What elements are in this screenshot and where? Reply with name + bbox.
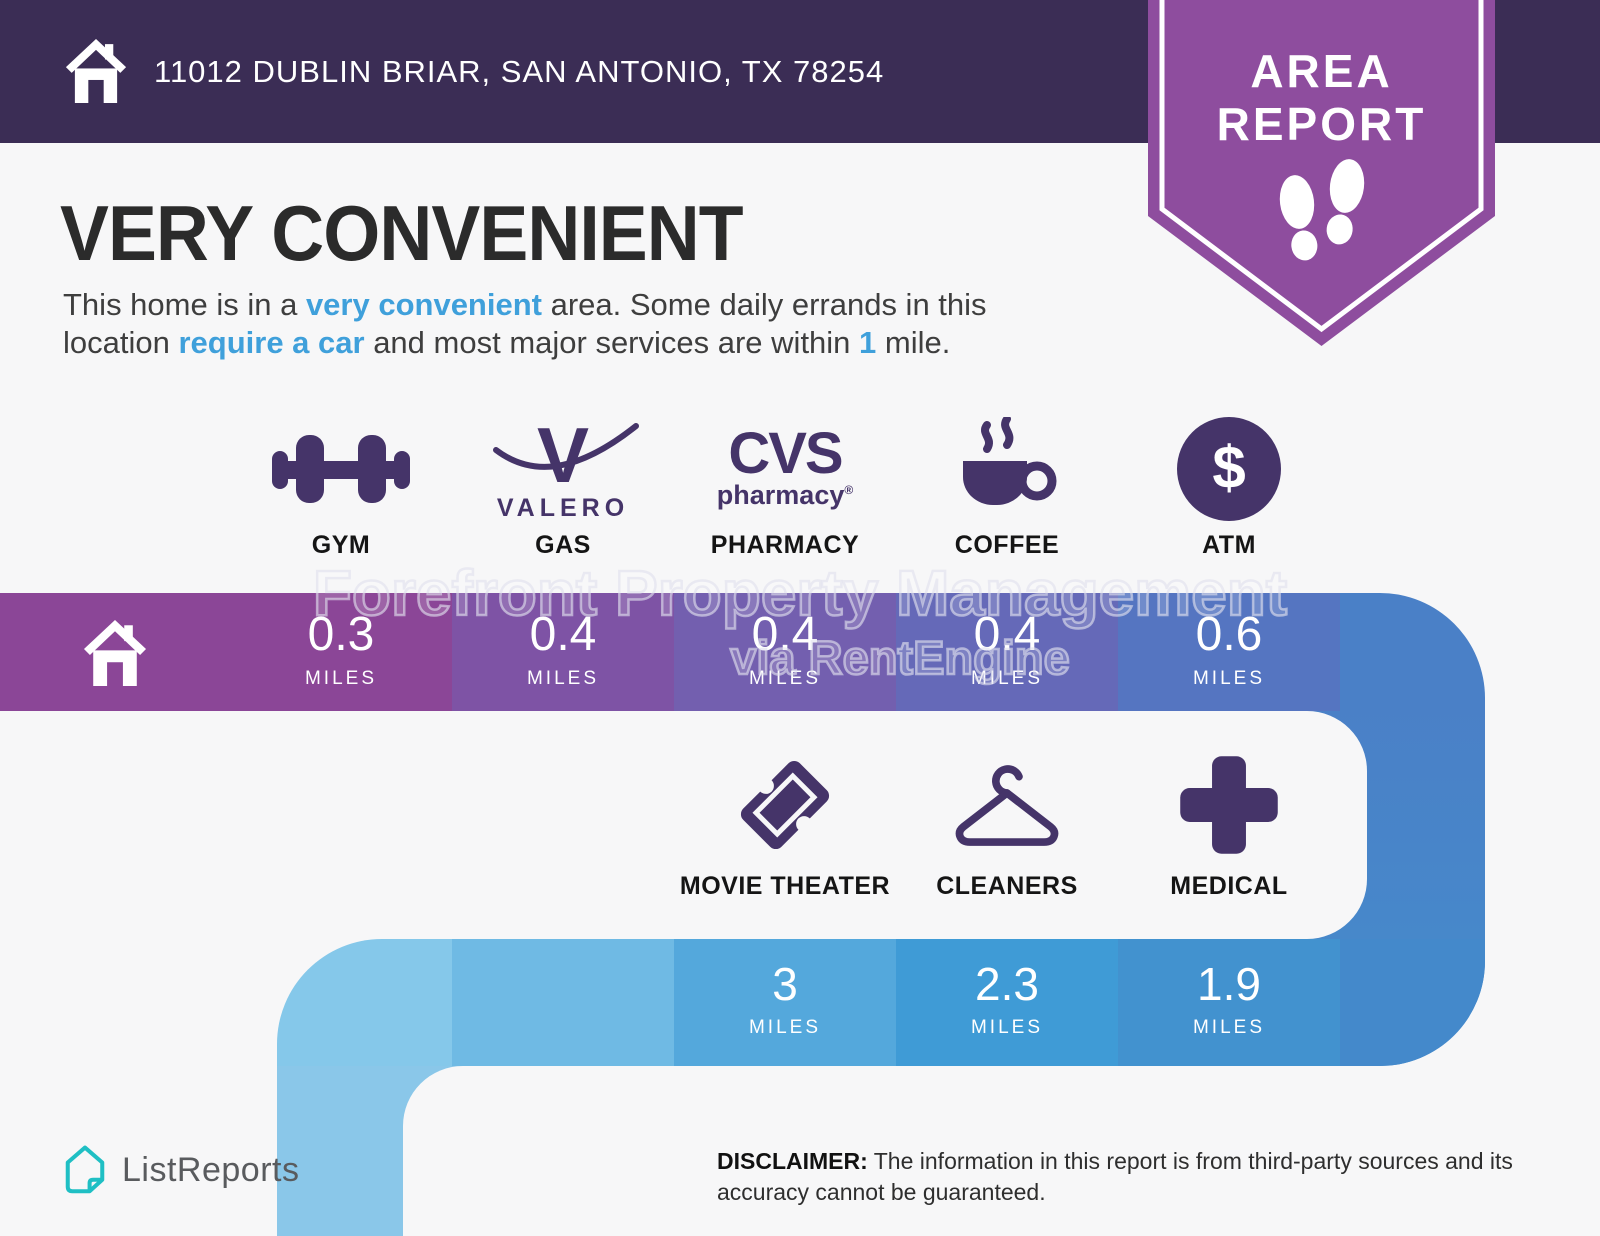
amenity-atm: $ ATM — [1119, 413, 1339, 560]
coffee-miles-value: 0.4 — [973, 608, 1041, 661]
bar2-movie-segment — [674, 939, 896, 1066]
cleaners-label: CLEANERS — [936, 872, 1078, 900]
valero-logo-icon: V — [493, 416, 639, 492]
watermark-line2: via RentEngine — [729, 630, 1071, 686]
amenity-movie-theater: MOVIE THEATER — [675, 744, 895, 901]
bar1-gas-segment — [452, 593, 674, 711]
disclaimer-line1: DISCLAIMER: The information in this repo… — [717, 1148, 1513, 1174]
medical-label: MEDICAL — [1170, 872, 1288, 900]
bar1-coffee-segment — [896, 593, 1118, 711]
dumbbell-icon — [272, 435, 410, 503]
atm-miles-unit: MILES — [1192, 668, 1266, 689]
gas-miles-value: 0.4 — [529, 608, 597, 661]
gas-miles-unit: MILES — [526, 668, 600, 689]
intro-line1: This home is in a very convenient area. … — [63, 287, 987, 322]
footprints-icon — [1279, 159, 1365, 261]
cleaners-miles-value: 2.3 — [975, 958, 1039, 1010]
medical-distance: 1.9 MILES — [1119, 957, 1339, 1039]
disclaimer-line2: accuracy cannot be guaranteed. — [717, 1179, 1046, 1205]
bar2-turn-cap — [277, 939, 452, 1066]
svg-text:V: V — [537, 416, 589, 492]
bar2-lead-segment — [452, 939, 674, 1066]
cleaners-distance: 2.3 MILES — [897, 957, 1117, 1039]
gas-distance: 0.4 MILES — [453, 607, 673, 690]
movie-theater-label: MOVIE THEATER — [679, 872, 891, 900]
amenity-gas: V VALERO GAS — [453, 413, 673, 560]
property-address: 11012 DUBLIN BRIAR, SAN ANTONIO, TX 7825… — [154, 54, 885, 89]
coffee-distance: 0.4 MILES — [897, 607, 1117, 690]
bar1-atm-segment — [1118, 593, 1340, 711]
cvs-logo-sub: pharmacy® — [716, 479, 854, 510]
area-report-badge — [1148, 0, 1495, 346]
coffee-miles-unit: MILES — [970, 668, 1044, 689]
badge-line2: REPORT — [1216, 98, 1427, 150]
pharmacy-distance: 0.4 MILES — [675, 607, 895, 690]
hanger-icon — [955, 765, 1059, 846]
gas-label: GAS — [535, 531, 591, 559]
gym-miles-value: 0.3 — [307, 608, 375, 661]
pharmacy-label: PHARMACY — [710, 531, 860, 559]
ticket-icon — [740, 760, 830, 850]
intro-description: This home is in a very convenient area. … — [63, 286, 987, 362]
amenity-medical: MEDICAL — [1119, 744, 1339, 901]
amenity-cleaners: CLEANERS — [897, 744, 1117, 901]
atm-label: ATM — [1202, 531, 1256, 559]
listreports-logo-icon — [65, 1145, 105, 1194]
listreports-brand: ListReports — [62, 1144, 299, 1196]
intro-line2: location require a car and most major se… — [63, 325, 951, 360]
atm-distance: 0.6 MILES — [1119, 607, 1339, 690]
gym-distance: 0.3 MILES — [231, 607, 451, 690]
page-title: VERY CONVENIENT — [60, 189, 744, 277]
movie-theater-miles-unit: MILES — [748, 1017, 822, 1038]
bar2-medical-segment — [1118, 939, 1340, 1066]
cvs-logo-title: CVS — [728, 420, 843, 486]
movie-theater-distance: 3 MILES — [675, 957, 895, 1039]
bar1-pharmacy-segment — [674, 593, 896, 711]
pharmacy-miles-value: 0.4 — [751, 608, 819, 661]
home-icon — [65, 39, 127, 103]
disclaimer: DISCLAIMER: The information in this repo… — [717, 1146, 1567, 1208]
coffee-label: COFFEE — [954, 531, 1060, 559]
path-inner-notch-top — [0, 711, 1367, 939]
listreports-wordmark: ListReports — [122, 1150, 300, 1189]
valero-wordmark: VALERO — [496, 493, 630, 522]
cleaners-miles-unit: MILES — [970, 1017, 1044, 1038]
bar2-cleaners-segment — [896, 939, 1118, 1066]
medical-cross-icon — [1180, 756, 1278, 854]
coffee-cup-icon — [963, 417, 1057, 505]
amenity-coffee: COFFEE — [897, 413, 1117, 560]
watermark-line1: Forefront Property Management — [312, 556, 1289, 631]
bar2-right-piece — [1340, 939, 1485, 1066]
home-icon — [83, 620, 147, 686]
dollar-sign: $ — [1212, 433, 1246, 501]
pharmacy-miles-unit: MILES — [748, 668, 822, 689]
atm-dollar-icon: $ — [1177, 417, 1281, 521]
medical-miles-value: 1.9 — [1197, 958, 1261, 1010]
gym-miles-unit: MILES — [304, 668, 378, 689]
amenity-gym: GYM — [231, 413, 451, 560]
gym-label: GYM — [311, 531, 371, 559]
atm-miles-value: 0.6 — [1195, 608, 1263, 661]
badge-line1: AREA — [1250, 45, 1393, 97]
bar1-gym-segment — [230, 593, 452, 711]
amenity-pharmacy: CVS pharmacy® PHARMACY — [675, 413, 895, 560]
medical-miles-unit: MILES — [1192, 1017, 1266, 1038]
path-inner-notch-bottom — [403, 1066, 1600, 1236]
movie-theater-miles-value: 3 — [772, 958, 798, 1010]
registered-mark: ® — [844, 482, 854, 497]
